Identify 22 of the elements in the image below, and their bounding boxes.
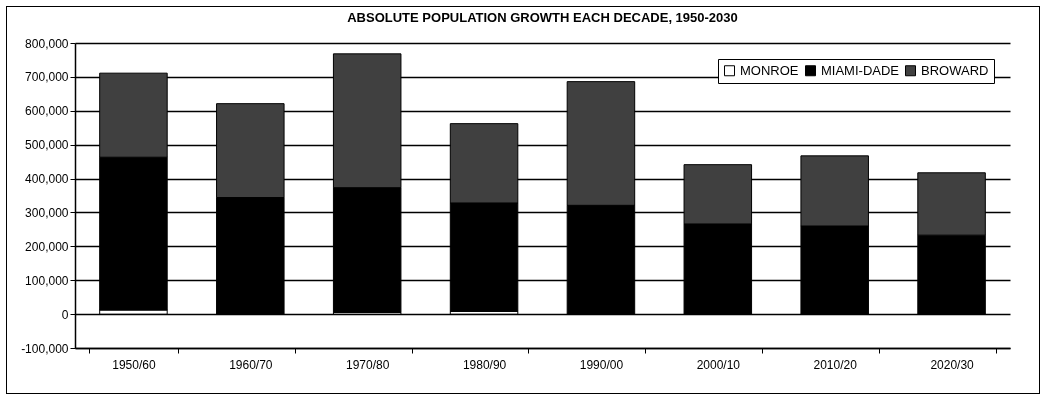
x-tick-label: 1990/00 [579, 357, 624, 372]
legend-label: MIAMI-DADE [821, 62, 900, 78]
legend-label: BROWARD [921, 62, 989, 78]
x-tick-label: 2020/30 [930, 357, 975, 372]
y-tick-label: 0 [61, 307, 69, 322]
legend-label: MONROE [740, 62, 799, 78]
chart-title: ABSOLUTE POPULATION GROWTH EACH DECADE, 1950-2030 [347, 10, 738, 25]
y-tick-label: 300,000 [25, 205, 69, 220]
x-tick-label: 1950/60 [112, 357, 156, 372]
y-tick-label: 200,000 [25, 239, 69, 254]
x-tick-label: 1980/90 [462, 357, 507, 372]
x-tick-label: 2000/10 [696, 357, 741, 372]
x-tick-label: 2010/20 [813, 357, 858, 372]
y-tick-label: -100,000 [21, 341, 69, 356]
y-tick-label: 700,000 [25, 70, 69, 85]
y-tick-label: 400,000 [25, 172, 69, 187]
x-tick-label: 1970/80 [345, 357, 390, 372]
x-tick-label: 1960/70 [229, 357, 273, 372]
y-tick-label: 800,000 [25, 36, 69, 51]
y-tick-label: 100,000 [25, 273, 69, 288]
y-tick-label: 600,000 [25, 104, 69, 119]
y-tick-label: 500,000 [25, 138, 69, 153]
